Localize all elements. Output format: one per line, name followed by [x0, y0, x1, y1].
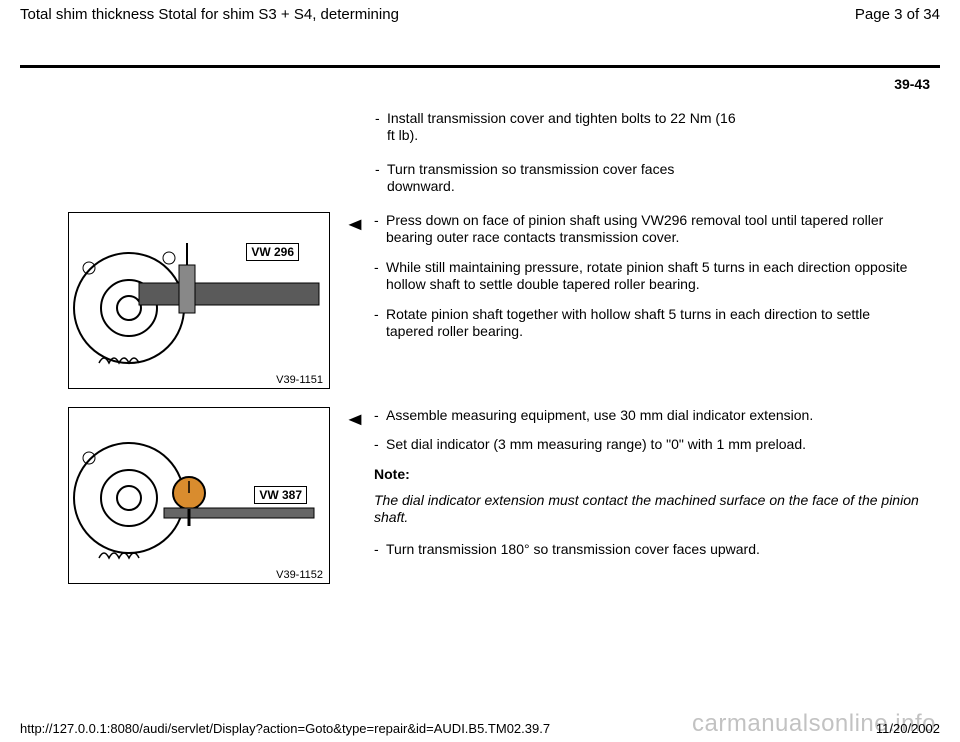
note-heading: Note:	[374, 466, 920, 482]
footer-url: http://127.0.0.1:8080/audi/servlet/Displ…	[20, 721, 550, 736]
list-text: Press down on face of pinion shaft using…	[386, 212, 920, 247]
figure-2-tag: V39-1152	[274, 569, 325, 581]
list-item: - Turn transmission so transmission cove…	[375, 161, 745, 196]
list-text: Turn transmission so transmission cover …	[387, 161, 745, 196]
section-2-text: - Assemble measuring equipment, use 30 m…	[364, 407, 940, 584]
list-item: - Assemble measuring equipment, use 30 m…	[374, 407, 920, 425]
list-item: - Press down on face of pinion shaft usi…	[374, 212, 920, 247]
page-footer: http://127.0.0.1:8080/audi/servlet/Displ…	[20, 721, 940, 736]
list-item: - Install transmission cover and tighten…	[375, 110, 745, 145]
footer-date: 11/20/2002	[876, 721, 940, 736]
list-item: - Set dial indicator (3 mm measuring ran…	[374, 436, 920, 454]
bullet-dash: -	[374, 436, 386, 454]
bullet-dash: -	[374, 306, 386, 341]
bullet-dash: -	[375, 110, 387, 145]
figure-1: VW 296 V39-1151	[68, 212, 330, 389]
page-code: 39-43	[20, 76, 940, 92]
list-item: - While still maintaining pressure, rota…	[374, 259, 920, 294]
bullet-dash: -	[374, 259, 386, 294]
figure-1-svg	[69, 213, 329, 388]
header-title: Total shim thickness Stotal for shim S3 …	[20, 6, 399, 23]
list-text: While still maintaining pressure, rotate…	[386, 259, 920, 294]
bullet-dash: -	[375, 161, 387, 196]
figure-section-1: VW 296 V39-1151 ◄ - Press down on face o…	[20, 212, 940, 389]
bullet-dash: -	[374, 541, 386, 559]
bullet-dash: -	[374, 212, 386, 247]
top-instruction-list: - Install transmission cover and tighten…	[375, 110, 745, 196]
list-item: - Turn transmission 180° so transmission…	[374, 541, 920, 559]
figure-2-tool-label: VW 387	[254, 486, 307, 504]
bullet-dash: -	[374, 407, 386, 425]
list-text: Assemble measuring equipment, use 30 mm …	[386, 407, 920, 425]
figure-2: VW 387 V39-1152	[68, 407, 330, 584]
page: Total shim thickness Stotal for shim S3 …	[0, 0, 960, 742]
list-text: Rotate pinion shaft together with hollow…	[386, 306, 920, 341]
list-item: - Rotate pinion shaft together with holl…	[374, 306, 920, 341]
page-header: Total shim thickness Stotal for shim S3 …	[20, 0, 940, 27]
pointer-arrow: ◄	[330, 407, 364, 584]
header-rule	[20, 65, 940, 68]
pointer-arrow: ◄	[330, 212, 364, 389]
section-1-text: - Press down on face of pinion shaft usi…	[364, 212, 940, 389]
list-text: Install transmission cover and tighten b…	[387, 110, 745, 145]
figure-1-tool-label: VW 296	[246, 243, 299, 261]
figure-1-tag: V39-1151	[274, 374, 325, 386]
figure-section-2: VW 387 V39-1152 ◄ - Assemble measuring e…	[20, 407, 940, 584]
list-text: Turn transmission 180° so transmission c…	[386, 541, 920, 559]
header-page-number: Page 3 of 34	[855, 6, 940, 23]
note-body: The dial indicator extension must contac…	[374, 492, 920, 527]
list-text: Set dial indicator (3 mm measuring range…	[386, 436, 920, 454]
